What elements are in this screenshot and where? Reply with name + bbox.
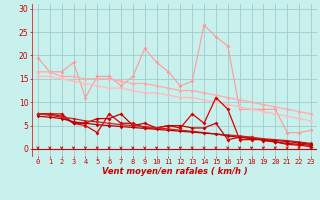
X-axis label: Vent moyen/en rafales ( km/h ): Vent moyen/en rafales ( km/h ) <box>101 167 247 176</box>
